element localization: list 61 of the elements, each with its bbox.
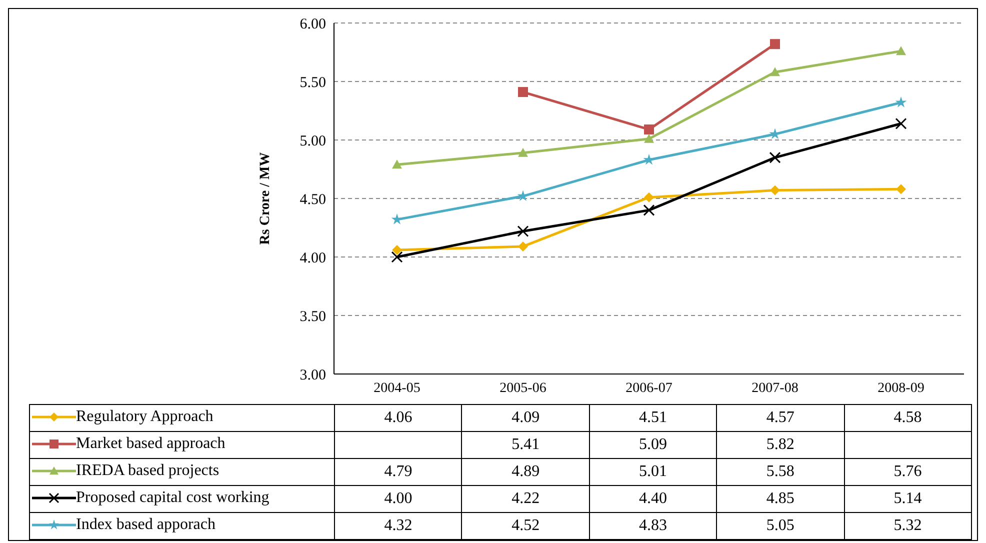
data-label: 5.05 (716, 512, 844, 540)
data-label: 4.89 (462, 458, 590, 486)
data-label: 4.32 (334, 512, 462, 540)
y-tick-label: 3.00 (300, 367, 326, 384)
point (518, 241, 528, 252)
point (518, 87, 528, 98)
point (644, 134, 654, 143)
legend-label: Proposed capital cost working (76, 488, 270, 506)
x-tick-label: 2007-08 (752, 380, 798, 396)
point (392, 244, 402, 255)
data-label: 4.52 (462, 512, 590, 540)
data-label: 4.58 (844, 404, 972, 432)
data-label: 5.76 (844, 458, 972, 486)
point (896, 184, 906, 194)
data-label: 5.41 (462, 432, 590, 458)
data-label: 5.58 (716, 458, 844, 486)
point (769, 152, 781, 164)
legend-label: Index based apporach (76, 516, 216, 534)
data-label: 4.83 (589, 512, 717, 540)
y-axis-title: Rs Crore / MW (258, 152, 273, 245)
data-label: 5.14 (844, 486, 972, 512)
data-label: 4.57 (716, 404, 844, 432)
x-tick-label: 2008-09 (878, 380, 924, 396)
point (391, 214, 403, 224)
data-label: 4.09 (462, 404, 590, 432)
point (895, 118, 907, 130)
x-tick-label: 2005-06 (500, 380, 546, 396)
y-tick-label: 5.00 (300, 133, 326, 150)
data-label: 5.09 (589, 432, 717, 458)
x-tick-label: 2004-05 (374, 380, 420, 396)
legend-label: IREDA based projects (76, 462, 220, 480)
data-label: 5.01 (589, 458, 717, 486)
point (644, 124, 654, 134)
data-label: 4.79 (334, 458, 462, 486)
point (896, 46, 906, 56)
y-tick-label: 5.50 (300, 74, 326, 91)
point (643, 204, 655, 216)
y-tick-label: 4.00 (300, 250, 326, 266)
data-label: 4.06 (334, 404, 462, 432)
y-tick-label: 6.00 (300, 16, 326, 32)
point (895, 96, 907, 108)
point (770, 67, 780, 76)
point (391, 251, 403, 263)
data-label: 4.85 (716, 486, 844, 512)
data-label: 5.82 (716, 432, 844, 458)
data-label: 4.00 (334, 486, 462, 512)
legend-label: Market based approach (76, 434, 226, 452)
data-label: 4.51 (589, 404, 717, 432)
point (644, 192, 654, 202)
data-label: 4.22 (462, 486, 590, 512)
data-label: 5.32 (844, 512, 972, 540)
legend-label: Regulatory Approach (76, 408, 214, 426)
point (392, 160, 402, 169)
point (770, 185, 780, 196)
point (518, 148, 528, 157)
y-tick-label: 4.50 (300, 192, 326, 208)
data-label: 4.40 (589, 486, 717, 512)
x-tick-label: 2006-07 (626, 380, 672, 396)
point (517, 226, 529, 238)
y-tick-label: 3.50 (300, 308, 326, 325)
point (770, 39, 780, 50)
